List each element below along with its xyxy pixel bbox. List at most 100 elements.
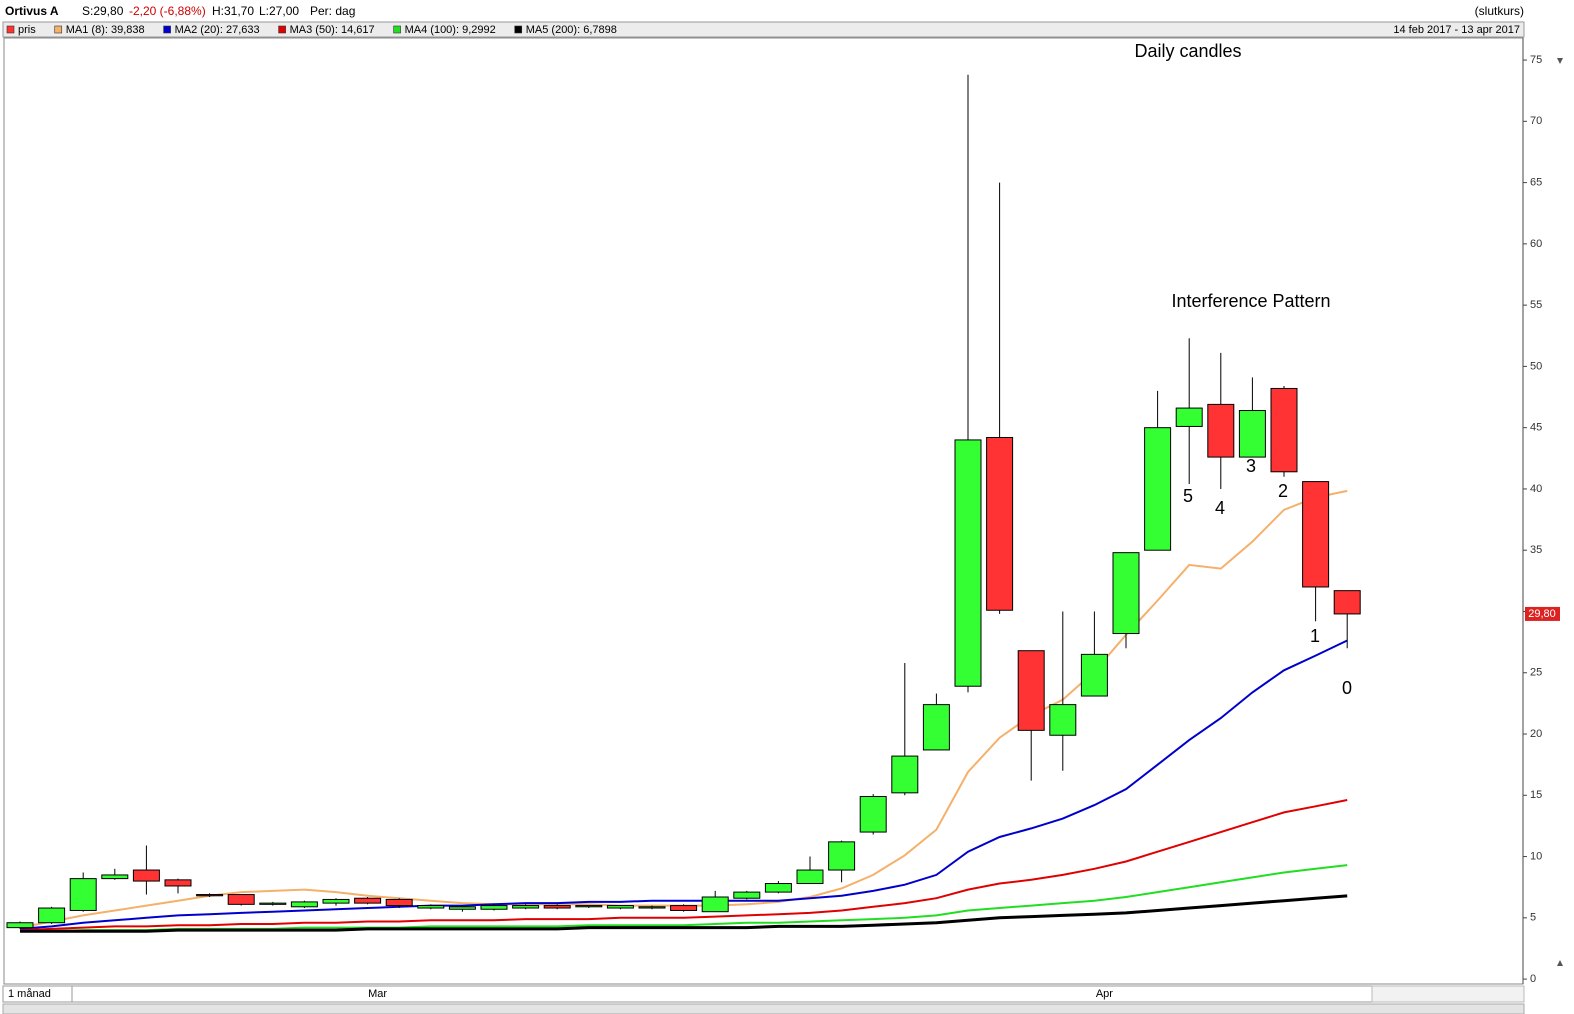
candle-body <box>575 905 603 908</box>
y-tick-label: 10 <box>1530 850 1542 862</box>
legend-swatch <box>6 25 15 34</box>
candle-body <box>733 891 761 899</box>
candle-body <box>670 905 698 911</box>
candle-body <box>69 878 97 911</box>
y-tick-label: 25 <box>1530 667 1542 679</box>
scrollbar[interactable] <box>2 1003 1525 1014</box>
candle-body <box>606 905 634 909</box>
x-tick-label: Apr <box>1096 988 1113 1000</box>
legend-swatch <box>163 25 171 34</box>
candle-body <box>38 907 66 924</box>
candle-body <box>1238 410 1266 458</box>
candle-body <box>922 704 950 751</box>
wave-label: 4 <box>1215 498 1225 518</box>
high-price: H:31,70 <box>212 4 254 18</box>
candle-body <box>448 906 476 910</box>
wave-label: 1 <box>1310 626 1320 646</box>
range-button[interactable]: 1 månad <box>8 988 51 1000</box>
candle-body <box>543 905 571 909</box>
moving-average-line <box>19 639 1348 930</box>
legend-swatch <box>278 25 286 34</box>
candle-body <box>132 869 160 882</box>
wave-label: 5 <box>1183 486 1193 506</box>
legend-label: MA3 (50): 14,617 <box>290 24 375 36</box>
y-tick-label: 40 <box>1530 483 1542 495</box>
y-tick-label: 20 <box>1530 728 1542 740</box>
candle-body <box>986 436 1014 611</box>
candle-body <box>385 898 413 907</box>
x-tick-label: Mar <box>368 988 387 1000</box>
candle-body <box>828 841 856 871</box>
candle-body <box>796 869 824 885</box>
candle-body <box>701 896 729 913</box>
wave-label: 3 <box>1246 456 1256 476</box>
scroll-area <box>1371 985 1525 1003</box>
candle-body <box>1049 704 1077 736</box>
legend-label: MA5 (200): 6,7898 <box>526 24 617 36</box>
legend-label: pris <box>18 24 36 36</box>
close-price: S:29,80 <box>82 4 124 18</box>
candle-body <box>891 755 919 794</box>
candle-body <box>764 883 792 893</box>
wave-label: 2 <box>1278 481 1288 501</box>
candle-body <box>859 796 887 833</box>
date-range: 14 feb 2017 - 13 apr 2017 <box>1393 24 1520 36</box>
candle-body <box>954 439 982 687</box>
wave-label: 0 <box>1342 678 1352 698</box>
y-tick-label: 0 <box>1530 973 1536 985</box>
y-tick-label: 35 <box>1530 544 1542 556</box>
candle-body <box>1175 407 1203 427</box>
price-mode[interactable]: (slutkurs) <box>1475 4 1524 18</box>
moving-average-line <box>20 894 1348 933</box>
scroll-up[interactable] <box>1557 58 1563 64</box>
legend-swatch <box>393 25 401 34</box>
candle-body <box>638 906 666 909</box>
y-tick-label: 65 <box>1530 177 1542 189</box>
annotation: Daily candles <box>1134 41 1241 61</box>
candle-body <box>196 894 224 897</box>
candle-body <box>1207 403 1235 458</box>
y-tick-label: 60 <box>1530 238 1542 250</box>
candle-body <box>1302 481 1330 588</box>
candle-body <box>1333 590 1361 615</box>
low-price: L:27,00 <box>259 4 299 18</box>
candle-body <box>6 922 34 929</box>
candle-body <box>227 894 255 905</box>
candle-body <box>101 874 129 880</box>
candle-body <box>290 901 318 908</box>
y-tick-label: 50 <box>1530 360 1542 372</box>
candle-body <box>1080 653 1108 697</box>
price-tag-label: 29,80 <box>1528 608 1556 620</box>
candle-body <box>322 898 350 904</box>
annotation: Interference Pattern <box>1171 291 1330 311</box>
legend-bar <box>2 21 1525 38</box>
scroll-down[interactable] <box>1557 960 1563 966</box>
candle-body <box>1017 650 1045 731</box>
y-tick-label: 55 <box>1530 299 1542 311</box>
candle-body <box>480 905 508 910</box>
y-tick-label: 70 <box>1530 115 1542 127</box>
legend-label: MA1 (8): 39,838 <box>66 24 145 36</box>
legend-label: MA4 (100): 9,2992 <box>405 24 496 36</box>
y-tick-label: 5 <box>1530 912 1536 924</box>
candle-body <box>1112 552 1140 635</box>
period: Per: dag <box>310 4 355 18</box>
y-tick-label: 15 <box>1530 789 1542 801</box>
candle-body <box>259 902 287 905</box>
candle-body <box>164 879 192 887</box>
stock-name: Ortivus A <box>5 4 59 18</box>
candle-body <box>1270 387 1298 473</box>
x-axis-bar <box>2 985 1525 1003</box>
legend-swatch <box>514 25 523 34</box>
candle-body <box>354 897 382 904</box>
candle-body <box>512 905 540 909</box>
y-tick-label: 45 <box>1530 422 1542 434</box>
price-tag <box>1525 606 1560 621</box>
legend-swatch <box>54 25 63 34</box>
price-change: -2,20 (-6,88%) <box>129 4 206 18</box>
y-tick-label: 75 <box>1530 54 1542 66</box>
moving-average-line <box>19 799 1348 932</box>
